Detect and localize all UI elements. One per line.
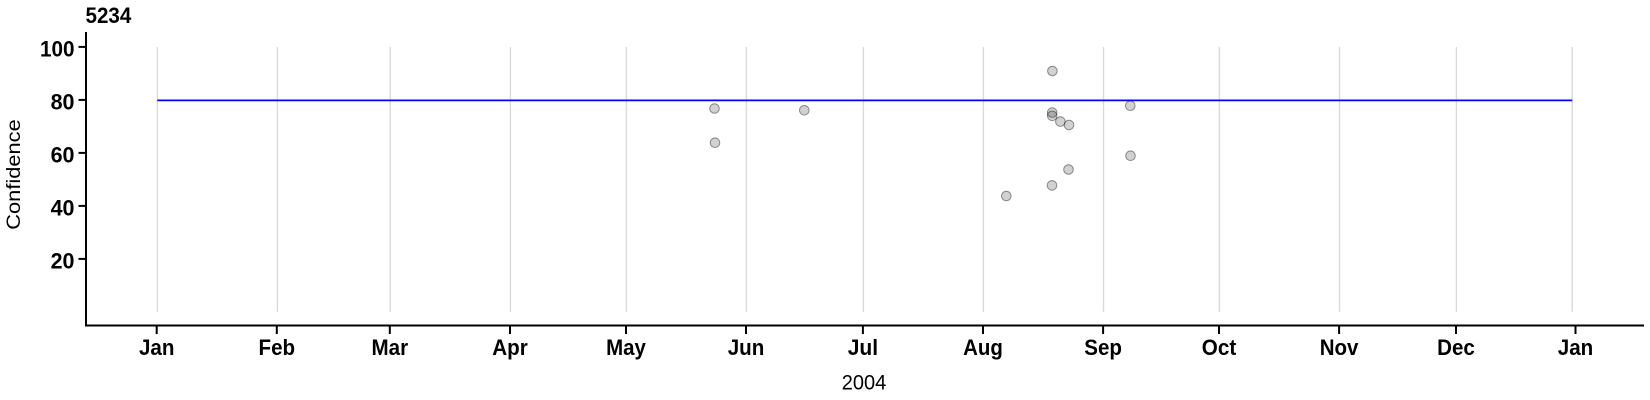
svg-text:Mar: Mar [372, 335, 409, 360]
svg-text:Confidence: Confidence [4, 119, 25, 230]
svg-text:Dec: Dec [1437, 335, 1475, 360]
svg-text:20: 20 [51, 249, 75, 274]
svg-text:5234: 5234 [86, 3, 132, 28]
svg-text:Oct: Oct [1202, 335, 1237, 360]
svg-text:Jul: Jul [848, 335, 878, 360]
svg-text:Jan: Jan [139, 335, 175, 360]
svg-text:40: 40 [51, 196, 75, 221]
svg-text:Aug: Aug [963, 335, 1003, 360]
svg-text:60: 60 [51, 143, 75, 168]
svg-text:Apr: Apr [492, 335, 528, 360]
svg-text:Nov: Nov [1320, 335, 1359, 360]
svg-text:Jan: Jan [1558, 335, 1594, 360]
svg-text:2004: 2004 [842, 371, 887, 395]
svg-text:80: 80 [51, 90, 75, 115]
svg-text:Feb: Feb [259, 335, 296, 360]
svg-text:Sep: Sep [1084, 335, 1122, 360]
svg-text:May: May [606, 335, 646, 360]
svg-text:100: 100 [40, 37, 75, 62]
svg-text:Jun: Jun [728, 335, 765, 360]
